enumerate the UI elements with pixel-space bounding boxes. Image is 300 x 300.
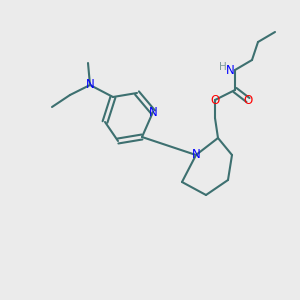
- Text: O: O: [210, 94, 220, 106]
- Text: N: N: [226, 64, 234, 76]
- Text: N: N: [85, 79, 94, 92]
- Text: H: H: [219, 62, 227, 72]
- Text: N: N: [148, 106, 158, 118]
- Text: N: N: [192, 148, 200, 161]
- Text: O: O: [243, 94, 253, 106]
